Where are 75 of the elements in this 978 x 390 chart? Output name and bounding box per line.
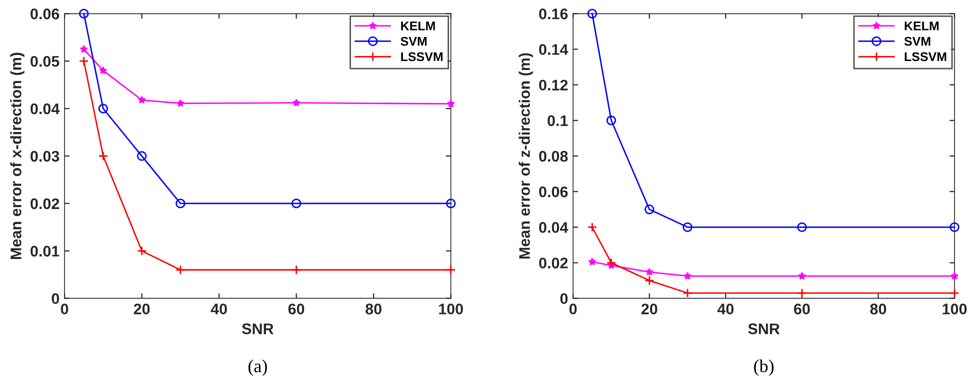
text: (a)	[248, 360, 267, 376]
point	[684, 272, 692, 280]
point	[645, 268, 654, 276]
y-tick-label: 0.06	[539, 186, 568, 198]
x-tick-label: 20	[134, 304, 150, 314]
point	[682, 288, 692, 298]
y-tick-label: 0.08	[539, 150, 568, 162]
x-tick-label: 80	[366, 304, 382, 314]
y-tick-label: 0	[560, 293, 568, 304]
point	[588, 258, 596, 266]
x-tick-label: 20	[641, 304, 658, 314]
point	[176, 99, 184, 107]
y-tick-label: 0.12	[539, 80, 568, 91]
y-tick-label: 0.06	[30, 8, 60, 20]
point	[79, 56, 89, 66]
y-tick-label: 0	[52, 293, 60, 304]
x-tick-label: 0	[569, 304, 577, 314]
legend-label: LSSVM	[401, 52, 443, 62]
legend-label: SVM	[400, 36, 427, 46]
x-axis-title: SNR	[748, 323, 780, 334]
point	[446, 100, 455, 108]
y-tick-label: 0.16	[539, 8, 568, 20]
y-tick-label: 0.04	[30, 103, 60, 114]
legend-label: SVM	[904, 36, 930, 46]
point	[446, 265, 456, 275]
y-tick-label: 0.04	[539, 222, 568, 233]
point	[291, 265, 302, 275]
y-axis-title: Mean error of x-direction (m)	[10, 52, 24, 259]
point	[950, 288, 960, 298]
point	[682, 222, 692, 232]
point	[606, 116, 616, 126]
point	[176, 265, 186, 275]
point	[644, 276, 654, 286]
y-tick-label: 0.1	[548, 115, 568, 126]
point	[136, 151, 147, 161]
x-tick-label: 100	[942, 304, 967, 314]
point	[797, 288, 807, 298]
y-tick-label: 0.02	[30, 198, 60, 210]
x-tick-label: 60	[794, 304, 810, 314]
point	[950, 272, 959, 280]
point	[176, 198, 186, 208]
x-tick-label: 80	[870, 304, 886, 314]
point	[644, 204, 654, 214]
point	[291, 198, 302, 208]
point	[798, 272, 806, 280]
text: (b)	[754, 360, 774, 376]
x-tick-label: 40	[210, 304, 227, 314]
y-tick-label: 0.01	[30, 246, 60, 257]
x-axis-title: SNR	[242, 323, 274, 334]
legend-label: KELM	[401, 22, 435, 30]
legend-label: KELM	[904, 22, 939, 30]
y-axis-title: Mean error of z-direction (m)	[518, 53, 533, 259]
point	[80, 45, 88, 53]
y-tick-label: 0.05	[30, 56, 60, 67]
point	[587, 222, 598, 232]
point	[138, 96, 146, 104]
point	[797, 222, 807, 232]
point	[98, 104, 108, 114]
point	[950, 222, 960, 232]
x-tick-label: 0	[60, 304, 68, 314]
point	[606, 258, 616, 268]
point	[587, 8, 598, 19]
point	[292, 98, 300, 106]
point	[136, 246, 147, 256]
legend-label: LSSVM	[904, 52, 946, 62]
y-tick-label: 0.14	[539, 44, 568, 55]
point	[99, 66, 108, 74]
y-tick-label: 0.02	[539, 258, 568, 268]
point	[79, 8, 89, 19]
x-tick-label: 60	[288, 304, 304, 314]
x-tick-label: 40	[717, 304, 734, 314]
x-tick-label: 100	[439, 304, 463, 314]
point	[98, 151, 108, 161]
y-tick-label: 0.03	[30, 150, 60, 162]
point	[446, 198, 456, 208]
